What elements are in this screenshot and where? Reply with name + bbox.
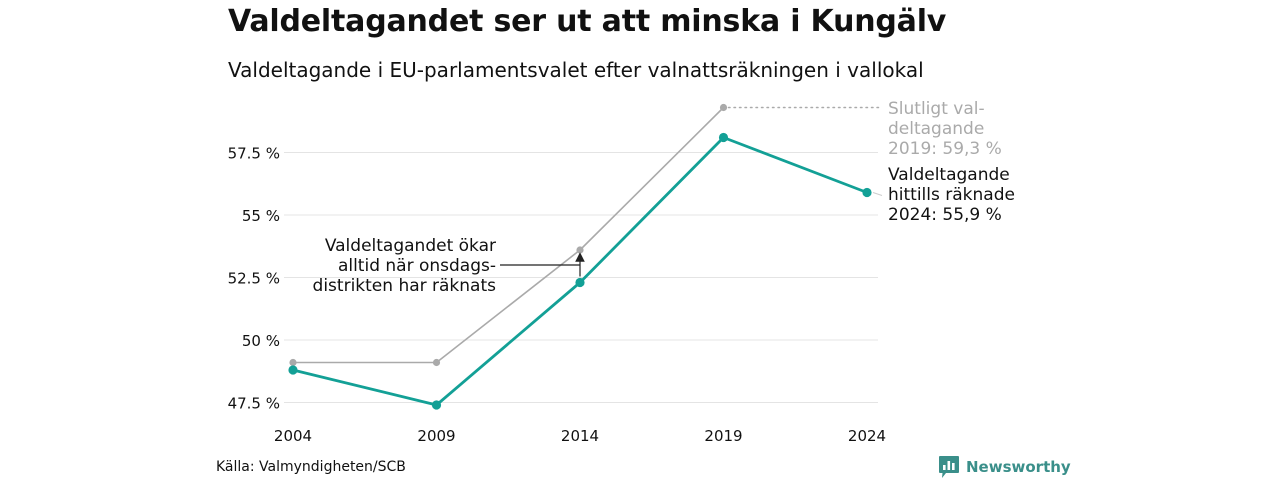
series-lines — [288, 103, 872, 410]
final-value-label: 2019: 59,3 % — [888, 139, 1002, 159]
note-label: Valdeltagandet ökar — [325, 236, 496, 256]
x-axis-ticks: 2004 2009 2014 2019 2024 — [274, 427, 886, 445]
final-value-label: deltagande — [888, 119, 984, 139]
counted-value-label: Valdeltagande — [888, 165, 1010, 185]
data-point-final — [576, 246, 584, 254]
note-label: distrikten har räknats — [313, 276, 497, 296]
chart-title: Valdeltagandet ser ut att minska i Kungä… — [228, 4, 947, 39]
counted-value-connector — [872, 192, 883, 196]
data-point-counted — [718, 132, 729, 143]
chart-subtitle: Valdeltagande i EU-parlamentsvalet efter… — [228, 58, 924, 82]
counted-value-label: hittills räknade — [888, 185, 1015, 205]
series-line-final — [293, 106, 725, 364]
data-point-counted — [575, 277, 585, 288]
data-point-final — [432, 358, 441, 367]
brand-name: Newsworthy — [966, 458, 1071, 476]
x-tick-label: 2019 — [704, 427, 742, 445]
data-point-final — [289, 358, 297, 367]
y-tick-label: 55 % — [242, 207, 280, 225]
y-axis-ticks: 47.5 % 50 % 52.5 % 55 % 57.5 % — [228, 145, 280, 413]
y-tick-label: 52.5 % — [228, 270, 280, 288]
grid-lines — [284, 152, 878, 403]
data-point-final — [719, 103, 728, 112]
y-tick-label: 47.5 % — [228, 395, 280, 413]
data-point-counted — [862, 187, 872, 198]
source-note: Källa: Valmyndigheten/SCB — [216, 459, 406, 475]
y-tick-label: 50 % — [242, 332, 280, 350]
data-point-counted — [431, 400, 442, 410]
final-value-label: Slutligt val- — [888, 99, 985, 119]
note-label: alltid när onsdags- — [338, 256, 496, 276]
x-tick-label: 2024 — [848, 427, 886, 445]
x-tick-label: 2004 — [274, 427, 312, 445]
brand-logo[interactable]: Newsworthy — [938, 455, 1071, 479]
x-tick-label: 2014 — [561, 427, 599, 445]
y-tick-label: 57.5 % — [228, 145, 280, 163]
data-point-counted — [288, 365, 298, 375]
counted-value-label: 2024: 55,9 % — [888, 205, 1002, 225]
newsworthy-logo-icon — [939, 456, 959, 478]
x-tick-label: 2009 — [417, 427, 455, 445]
